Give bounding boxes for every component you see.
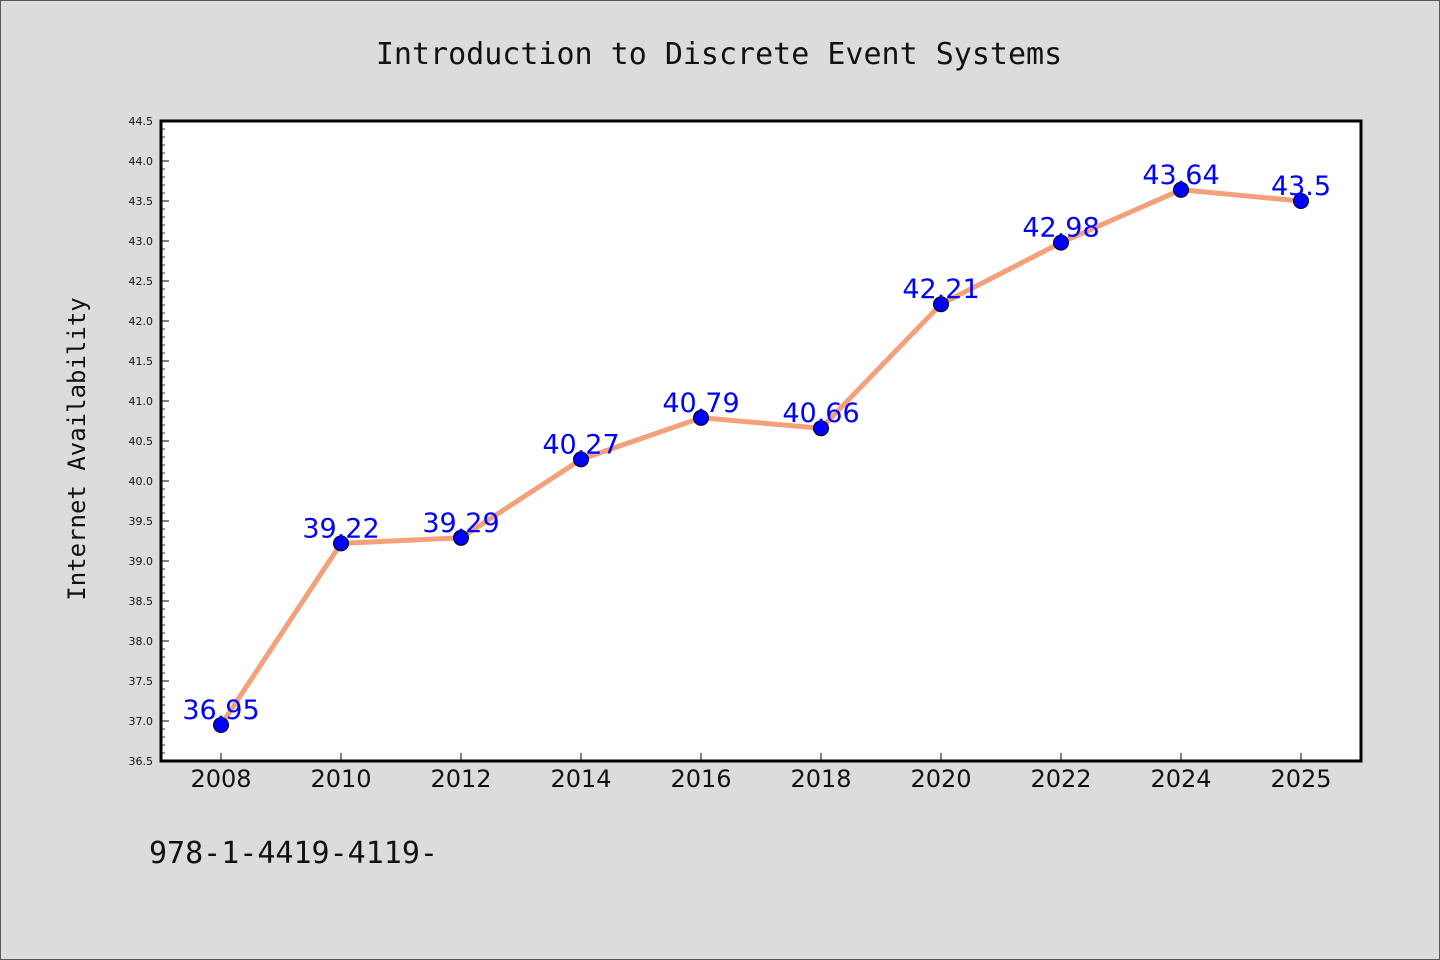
- data-label: 40.79: [662, 388, 739, 419]
- data-label: 40.27: [542, 429, 619, 460]
- data-label: 39.29: [422, 508, 499, 539]
- data-point: [813, 420, 829, 437]
- x-tick-label: 2018: [790, 765, 851, 793]
- x-tick-label: 2024: [1150, 765, 1211, 793]
- x-tick-label: 2012: [430, 765, 491, 793]
- y-tick-label: 43.5: [129, 195, 154, 208]
- x-tick-label: 2020: [910, 765, 971, 793]
- data-point: [1053, 234, 1069, 251]
- y-tick-label: 40.0: [129, 475, 154, 488]
- data-point: [213, 717, 229, 733]
- series-line: [218, 187, 1302, 727]
- chart-title: Introduction to Discrete Event Systems: [376, 37, 1062, 72]
- y-axis-label: Internet Availability: [63, 297, 91, 600]
- y-tick-label: 37.0: [129, 715, 154, 728]
- data-point: [693, 409, 709, 426]
- plot-area: [159, 119, 1363, 763]
- y-tick-label: 38.0: [129, 635, 154, 648]
- data-point: [333, 535, 349, 552]
- y-tick-label: 42.0: [129, 315, 154, 328]
- y-tick-label: 43.0: [129, 235, 154, 248]
- x-tick-label: 2010: [310, 765, 371, 793]
- x-tick-label: 2016: [670, 765, 731, 793]
- y-tick-label: 39.0: [129, 555, 154, 568]
- x-tick-label: 2022: [1030, 765, 1091, 793]
- y-tick-label: 44.0: [129, 155, 154, 168]
- y-axis: 36.5 37.0 37.5 38.0 38.5 39.0 39.5 40.0 40.5 41.0…: [129, 115, 169, 768]
- x-tick-label: 2025: [1270, 765, 1331, 793]
- y-tick-label: 37.5: [129, 675, 154, 688]
- y-tick-label: 36.5: [129, 755, 154, 768]
- y-tick-label: 38.5: [129, 595, 154, 608]
- data-labels: 36.95 39.22 39.29 40.27 40.79 40.66 42.21 42.98…: [182, 160, 1331, 726]
- y-tick-label: 42.5: [129, 275, 154, 288]
- x-axis: 2008 2010 2012 2014 2016 2018 2020 2022 2024 2025: [190, 753, 1332, 793]
- data-point: [573, 451, 589, 468]
- data-label: 42.98: [1022, 213, 1099, 244]
- data-point: [1293, 193, 1309, 209]
- y-tick-label: 40.5: [129, 435, 154, 448]
- data-markers: [213, 181, 1309, 733]
- data-label: 40.66: [782, 398, 859, 429]
- data-label: 39.22: [302, 513, 379, 544]
- data-label: 43.5: [1271, 171, 1331, 202]
- data-label: 43.64: [1142, 160, 1219, 191]
- x-tick-label: 2014: [550, 765, 611, 793]
- y-tick-label: 41.5: [129, 355, 154, 368]
- data-point: [1173, 181, 1189, 198]
- y-tick-label: 44.5: [129, 115, 154, 128]
- y-tick-label: 39.5: [129, 515, 154, 528]
- data-point: [933, 296, 949, 313]
- series-polyline: [218, 187, 1302, 727]
- data-point: [453, 529, 469, 546]
- footnote-text: 978-1-4419-4119-: [149, 836, 438, 871]
- y-tick-label: 41.0: [129, 395, 154, 408]
- x-tick-label: 2008: [190, 765, 251, 793]
- data-label: 36.95: [182, 695, 259, 726]
- data-label: 42.21: [902, 274, 979, 305]
